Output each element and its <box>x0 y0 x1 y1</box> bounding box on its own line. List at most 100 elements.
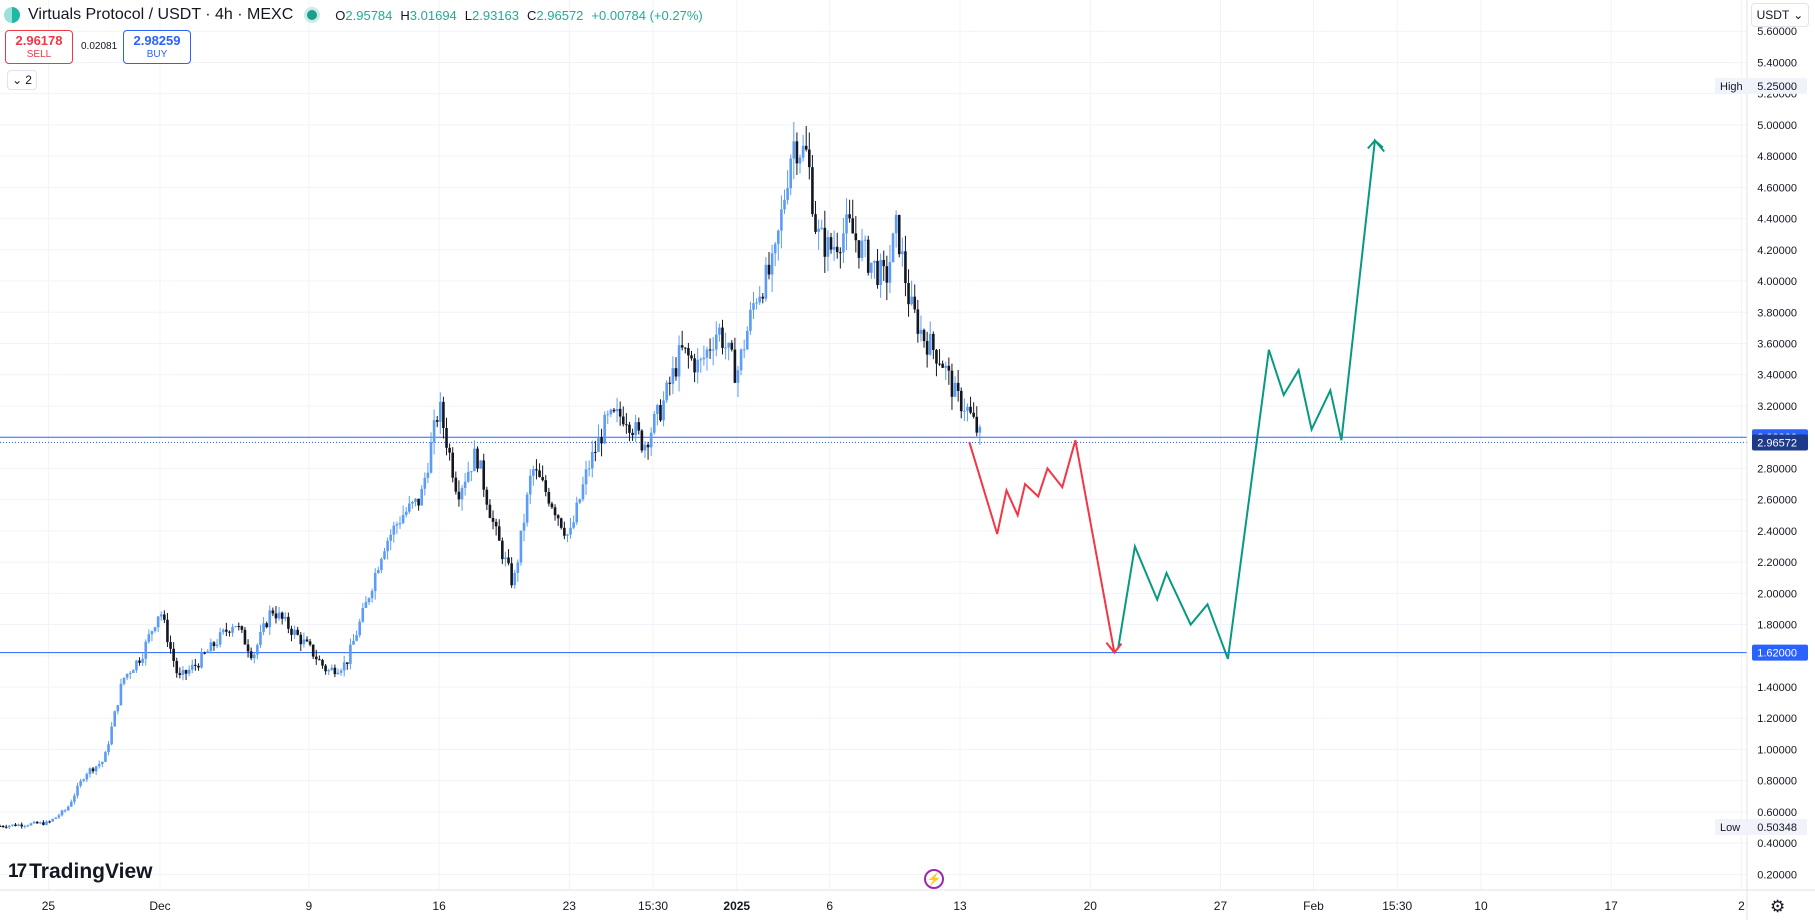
projection-paths <box>968 138 1385 660</box>
symbol-title[interactable]: Virtuals Protocol / USDT · 4h · MEXC <box>28 6 294 23</box>
sell-button[interactable]: 2.96178 SELL <box>5 30 73 64</box>
candle-body <box>190 664 194 670</box>
candle-body <box>163 614 166 620</box>
candle-body <box>826 237 830 257</box>
candle-body <box>345 662 349 664</box>
candle-body <box>187 669 191 674</box>
candle-body <box>659 405 662 421</box>
chart-header: Virtuals Protocol / USDT · 4h · MEXC O2.… <box>4 4 703 26</box>
candle-body <box>296 629 299 635</box>
candle-body <box>631 432 634 436</box>
candle-body <box>466 471 470 482</box>
candle-body <box>203 652 206 654</box>
currency-select[interactable]: USDT ⌄ <box>1751 3 1809 27</box>
y-tick-label: 2.40000 <box>1757 526 1797 538</box>
candle-body <box>615 408 619 412</box>
last-price-tag <box>1752 434 1808 451</box>
candle-body <box>904 251 907 284</box>
candle-body <box>612 409 616 412</box>
bullish-arrowhead <box>1367 139 1384 150</box>
candle-body <box>578 499 582 503</box>
candle-body <box>857 240 861 258</box>
candle-body <box>758 296 761 303</box>
candle-body <box>916 309 920 334</box>
candle-body <box>516 562 520 573</box>
candle-body <box>795 141 799 164</box>
candle-body <box>491 517 495 522</box>
level-label-bg <box>1752 644 1808 661</box>
candle-body <box>966 406 969 411</box>
candle-body <box>541 477 544 481</box>
candle-body <box>287 616 290 629</box>
tradingview-logo[interactable]: 17 TradingView <box>8 860 153 883</box>
candle-body <box>414 498 417 502</box>
lightning-icon[interactable]: ⚡ <box>924 869 944 889</box>
candle-body <box>392 525 396 535</box>
candle-body <box>662 400 665 421</box>
candle-body <box>324 665 327 672</box>
close-value: 2.96572 <box>536 7 584 23</box>
candle-body <box>454 477 458 492</box>
candle-body <box>863 239 867 241</box>
market-status-icon[interactable] <box>307 10 318 20</box>
candle-body <box>876 260 879 285</box>
sell-price: 2.96178 <box>15 33 63 48</box>
candle-body <box>122 677 126 684</box>
candle-body <box>969 406 972 413</box>
candle-body <box>497 526 501 541</box>
candle-body <box>4 826 8 828</box>
candle-body <box>590 451 594 469</box>
candle-body <box>674 368 678 377</box>
candle-body <box>169 642 172 649</box>
y-tick-label: 3.80000 <box>1757 307 1797 319</box>
candle-body <box>277 612 281 619</box>
candle-body <box>420 488 424 506</box>
buy-label: BUY <box>146 49 168 60</box>
candle-body <box>553 507 557 516</box>
candle-body <box>240 626 244 630</box>
y-tick-label: 5.00000 <box>1757 120 1797 132</box>
candle-body <box>572 522 575 528</box>
candle-body <box>448 447 451 453</box>
candle-body <box>73 795 76 802</box>
candle-body <box>959 390 963 412</box>
candle-body <box>159 614 163 617</box>
candle-body <box>411 501 414 504</box>
candle-body <box>290 628 293 635</box>
candle-body <box>479 460 482 469</box>
candle-body <box>547 491 551 504</box>
candle-body <box>417 498 420 506</box>
candle-body <box>432 420 436 443</box>
candle-body <box>932 333 935 350</box>
candle-body <box>817 228 820 232</box>
candle-body <box>138 660 141 663</box>
candle-body <box>358 621 361 636</box>
high-tag <box>1715 77 1807 94</box>
candle-body <box>23 825 27 827</box>
candle-body <box>473 448 476 472</box>
candle-body <box>342 662 346 671</box>
candle-body <box>404 511 408 515</box>
candle-body <box>687 348 690 356</box>
indicator-toggle[interactable]: ⌄ 2 <box>7 70 37 90</box>
spread-value: 0.02081 <box>81 41 118 52</box>
candle-body <box>352 640 355 645</box>
x-tick-label: Dec <box>149 899 170 913</box>
candle-body <box>510 563 513 586</box>
x-tick-label: 15:30 <box>1382 899 1412 913</box>
candle-body <box>280 612 284 619</box>
y-tick-label: 5.40000 <box>1757 57 1797 69</box>
y-tick-label: 0.80000 <box>1757 776 1797 788</box>
candle-body <box>848 214 851 219</box>
candle-body <box>699 359 703 361</box>
candle-body <box>963 410 966 412</box>
candle-body <box>135 660 138 671</box>
low-value: 0.50348 <box>1757 822 1797 834</box>
gear-icon[interactable]: ⚙ <box>1770 897 1786 916</box>
candle-body <box>274 613 278 619</box>
buy-button[interactable]: 2.98259 BUY <box>123 30 191 64</box>
candle-body <box>457 491 461 500</box>
candle-body <box>845 214 848 234</box>
candle-body <box>398 523 402 525</box>
